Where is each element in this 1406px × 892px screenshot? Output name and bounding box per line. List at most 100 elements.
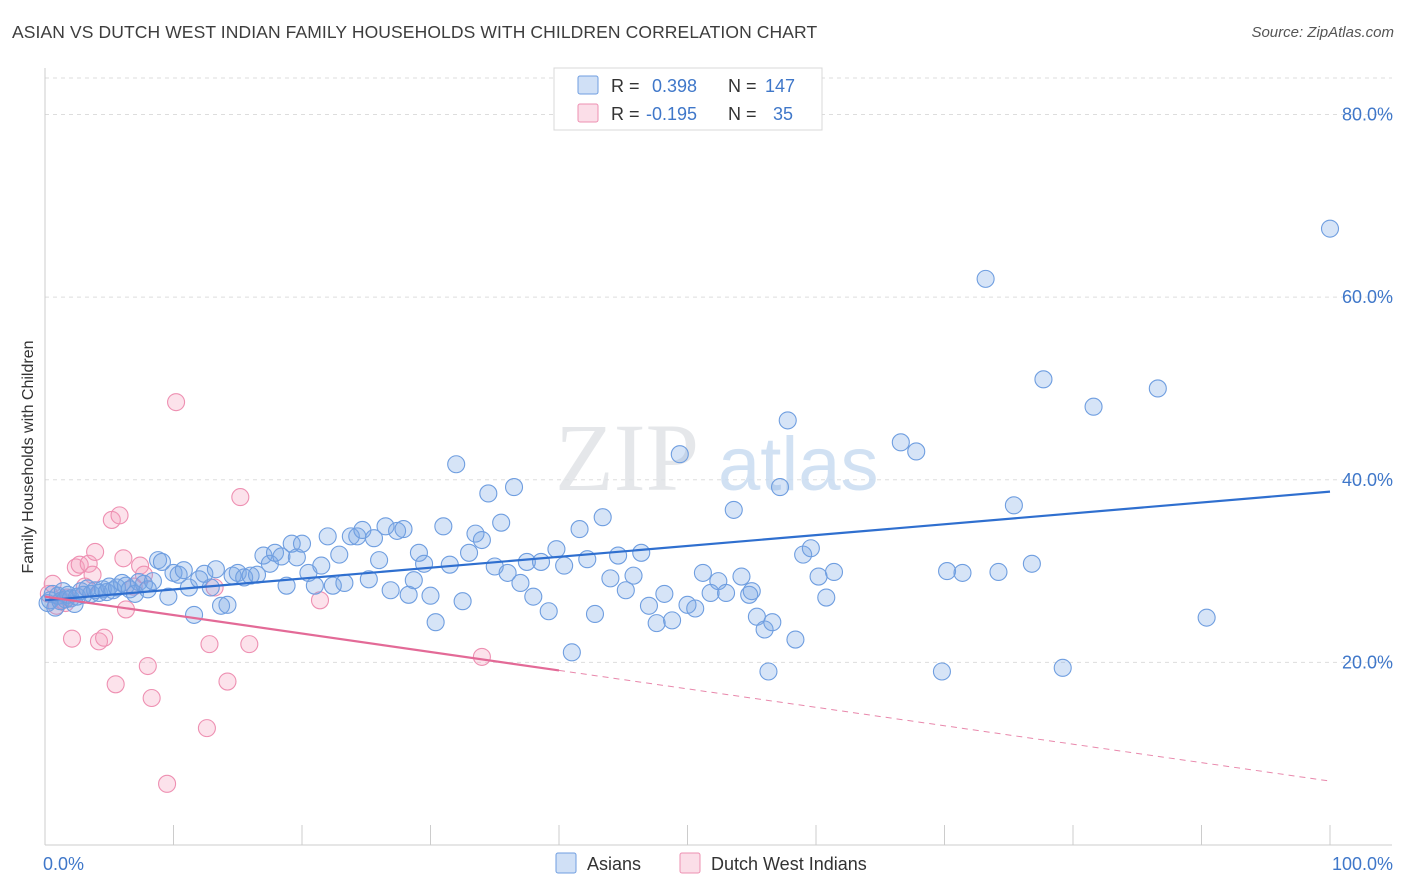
asians-point — [770, 478, 790, 497]
asians-point — [434, 517, 453, 536]
asians-point — [1004, 496, 1023, 515]
asians-point — [381, 581, 400, 600]
asians-point — [593, 508, 612, 527]
asians-point — [639, 596, 659, 615]
asians-point — [466, 524, 485, 543]
asians-point — [755, 620, 774, 639]
asians-point — [447, 455, 466, 474]
asians-point — [376, 517, 395, 536]
asians-point — [809, 567, 828, 586]
asians-point — [647, 614, 666, 633]
asians-point — [318, 527, 337, 546]
stats-r-label-dutch: R = — [611, 104, 640, 124]
asians-point — [459, 543, 479, 562]
watermark-zip: ZIP — [555, 404, 699, 511]
asians-point — [632, 543, 651, 562]
asians-point — [732, 567, 751, 586]
chart-source: Source: ZipAtlas.com — [1251, 24, 1394, 41]
chart-title: ASIAN VS DUTCH WEST INDIAN FAMILY HOUSEH… — [12, 22, 818, 42]
asians-point — [341, 527, 360, 546]
dutch-west-indians-point — [79, 554, 98, 573]
asians-point — [517, 552, 536, 571]
asians-point — [670, 445, 689, 464]
asians-point — [492, 513, 511, 532]
asians-point — [539, 602, 558, 621]
y-tick-label: 20.0% — [1342, 652, 1393, 672]
asians-point — [663, 611, 682, 630]
asians-point — [511, 573, 530, 592]
dutch-west-indians-point — [86, 542, 105, 561]
stats-swatch-asians — [577, 75, 599, 95]
asians-point — [562, 643, 581, 662]
asians-point — [1034, 370, 1053, 389]
asians-point — [1084, 397, 1103, 416]
stats-n-label-dutch: N = — [728, 104, 757, 124]
legend-label-asians: Asians — [587, 854, 641, 874]
asians-point — [323, 576, 342, 595]
dutch-west-indians-point — [240, 635, 259, 654]
asians-point — [601, 569, 620, 588]
asians-point — [1053, 658, 1072, 677]
asians-point — [282, 534, 301, 553]
asians-point — [907, 442, 926, 461]
asians-trend-line — [44, 490, 1331, 602]
asians-point — [388, 521, 407, 540]
legend-swatch-asians — [555, 852, 577, 874]
legend-label-dutch: Dutch West Indians — [711, 854, 867, 874]
asians-point — [421, 586, 440, 605]
asians-point — [159, 587, 178, 606]
asians-point — [938, 562, 957, 581]
asians-point — [531, 552, 551, 571]
asians-point — [292, 534, 312, 553]
asians-point — [305, 576, 324, 595]
asians-point — [724, 500, 743, 519]
asians-point — [479, 484, 498, 503]
asians-point — [504, 478, 524, 497]
asians-point — [143, 572, 162, 591]
asians-point — [359, 570, 378, 589]
asians-point — [277, 576, 296, 595]
asians-point — [932, 662, 951, 681]
asians-points — [38, 219, 1340, 681]
asians-point — [185, 605, 204, 624]
asians-point — [1320, 219, 1340, 238]
stats-r-value-dutch: -0.195 — [646, 104, 697, 124]
asians-point — [742, 582, 761, 601]
asians-point — [394, 520, 413, 539]
asians-point — [453, 592, 472, 611]
asians-point — [801, 539, 820, 558]
asians-point — [693, 563, 712, 582]
asians-point — [609, 546, 628, 565]
dutch-west-indians-point — [231, 488, 250, 507]
stats-r-value-asians: 0.398 — [652, 76, 697, 96]
asians-point — [976, 269, 995, 288]
axis-layer: 20.0% 40.0% 60.0% 80.0% 0.0% 100.0% — [43, 68, 1393, 874]
stats-legend: R = 0.398 N = 147 R = -0.195 N = 35 — [553, 67, 823, 131]
asians-point — [409, 543, 428, 562]
dutch-west-indians-trend-line — [44, 595, 560, 672]
asians-point — [472, 530, 491, 550]
dutch-west-indians-point — [200, 635, 219, 654]
asians-point — [763, 613, 782, 632]
asians-point — [953, 563, 972, 582]
asians-point — [1148, 379, 1167, 398]
x-tick-label-max: 100.0% — [1332, 854, 1393, 874]
dutch-west-indians-point — [89, 632, 109, 651]
y-axis-label: Family Households with Children — [20, 341, 37, 574]
watermark-atlas: atlas — [718, 422, 879, 507]
asians-point — [404, 571, 423, 590]
asians-point — [211, 596, 231, 615]
asians-point — [716, 583, 736, 603]
dutch-west-indians-point — [106, 675, 125, 694]
asians-point — [817, 588, 836, 607]
dutch-west-indians-point — [158, 774, 177, 793]
trend-layer — [44, 490, 1331, 782]
asians-point — [1197, 608, 1216, 627]
asians-point — [891, 433, 910, 452]
asians-point — [555, 556, 574, 575]
stats-n-label-asians: N = — [728, 76, 757, 96]
asians-point — [206, 560, 225, 579]
y-tick-label: 80.0% — [1342, 105, 1393, 125]
asians-point — [312, 556, 331, 575]
